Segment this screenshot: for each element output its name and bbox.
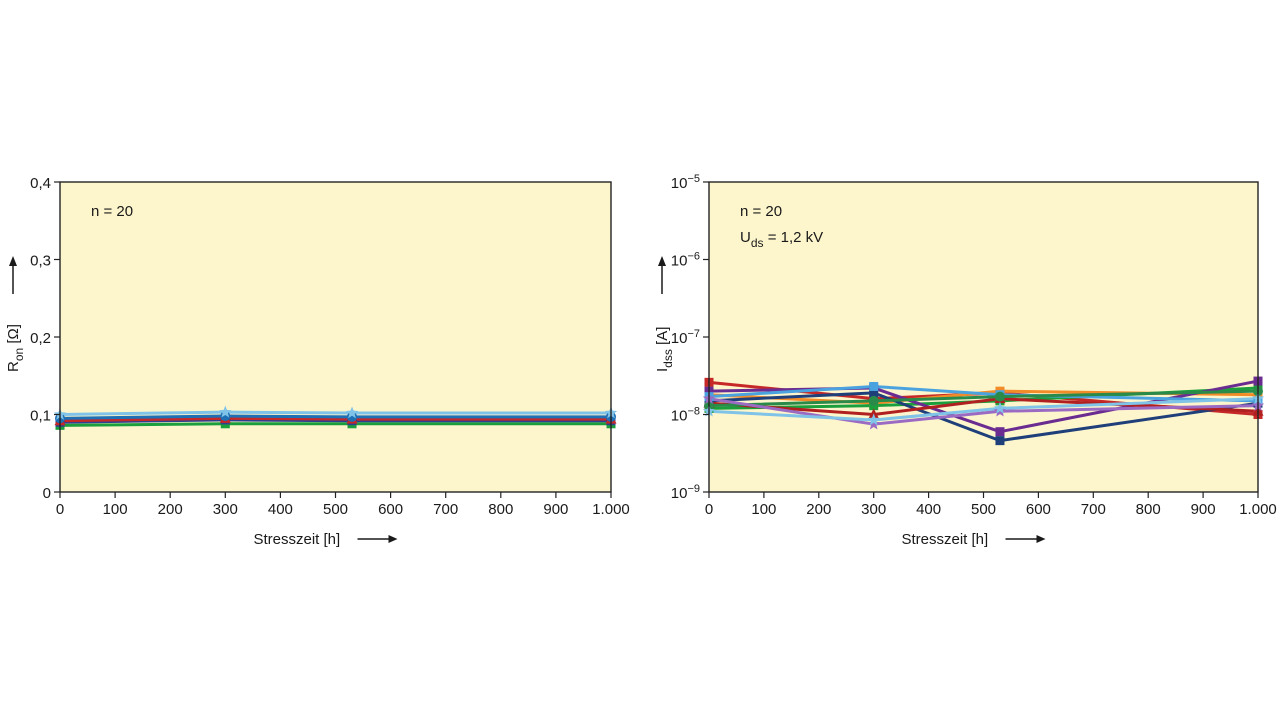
annotation: Uds = 1,2 kV xyxy=(740,229,823,250)
x-tick-label: 900 xyxy=(543,501,568,518)
series-7-point xyxy=(868,395,879,406)
series-4-point xyxy=(219,405,232,418)
y-tick-label: 0,4 xyxy=(30,175,51,192)
series-5-point xyxy=(869,381,879,391)
plot-area xyxy=(60,182,611,492)
series-9-point xyxy=(867,413,880,426)
x-tick-label: 400 xyxy=(268,501,293,518)
y-tick-label: 10−7 xyxy=(671,328,700,347)
x-tick-label: 600 xyxy=(378,501,403,518)
y-tick-label: 10−6 xyxy=(671,251,700,270)
y-tick-label: 10−5 xyxy=(671,173,700,192)
ron-chart: 0 100 200 300 400 500 600 700 800 900 1.000 0 0,1 0,2… xyxy=(5,175,630,548)
plot-area xyxy=(709,182,1258,492)
y-axis-label: Idss [A] xyxy=(654,327,675,372)
x-tick-label: 100 xyxy=(751,501,776,518)
series-9-line xyxy=(708,397,1259,422)
y-axis-arrow-head xyxy=(9,256,17,266)
series-3-point xyxy=(995,427,1005,437)
x-axis-label: Stresszeit [h] xyxy=(254,531,341,548)
series-7-line xyxy=(708,389,1259,408)
annotation: n = 20 xyxy=(91,203,133,220)
series-5-line xyxy=(708,384,1259,403)
x-tick-label: 300 xyxy=(861,501,886,518)
annotation: n = 20 xyxy=(740,203,782,220)
x-tick-label: 200 xyxy=(158,501,183,518)
y-tick-label: 0,3 xyxy=(30,253,51,270)
y-tick-label: 10−8 xyxy=(671,406,700,425)
x-tick-label: 900 xyxy=(1191,501,1216,518)
series-8-line xyxy=(708,397,1259,426)
x-tick-label: 1.000 xyxy=(1239,501,1277,518)
series-4-point xyxy=(995,436,1005,446)
y-tick-label: 0,1 xyxy=(30,408,51,425)
series-3-line xyxy=(59,414,611,420)
x-tick-label: 100 xyxy=(103,501,128,518)
x-axis-arrow-head xyxy=(388,535,398,543)
series-8-point xyxy=(867,417,880,430)
x-tick-label: 700 xyxy=(1081,501,1106,518)
y-tick-label: 0 xyxy=(43,485,51,502)
x-tick-label: 300 xyxy=(213,501,238,518)
series-4-point xyxy=(345,406,359,419)
series-1-line xyxy=(59,418,611,424)
x-tick-label: 400 xyxy=(916,501,941,518)
x-axis-label: Stresszeit [h] xyxy=(902,531,989,548)
x-tick-label: 600 xyxy=(1026,501,1051,518)
y-tick-label: 0,2 xyxy=(30,330,51,347)
idss-chart: 0 100 200 300 400 500 600 700 800 900 1.000 10−9 10−… xyxy=(654,173,1277,548)
y-axis-label: Ron [Ω] xyxy=(5,324,26,372)
series-2-line xyxy=(59,416,611,423)
x-tick-label: 500 xyxy=(971,501,996,518)
x-tick-label: 500 xyxy=(323,501,348,518)
x-tick-label: 200 xyxy=(806,501,831,518)
x-tick-label: 800 xyxy=(488,501,513,518)
y-tick-label: 10−9 xyxy=(671,483,700,502)
series-4-line xyxy=(59,410,611,416)
x-tick-label: 700 xyxy=(433,501,458,518)
x-tick-label: 0 xyxy=(705,501,713,518)
x-tick-label: 800 xyxy=(1136,501,1161,518)
series-0-line xyxy=(59,422,611,427)
series-4-point xyxy=(869,388,879,398)
y-axis-arrow-head xyxy=(658,256,666,266)
x-tick-label: 0 xyxy=(56,501,64,518)
x-axis-arrow-head xyxy=(1036,535,1046,543)
series-7-point xyxy=(994,391,1005,402)
x-tick-label: 1.000 xyxy=(592,501,630,518)
series-9-point xyxy=(993,401,1007,414)
